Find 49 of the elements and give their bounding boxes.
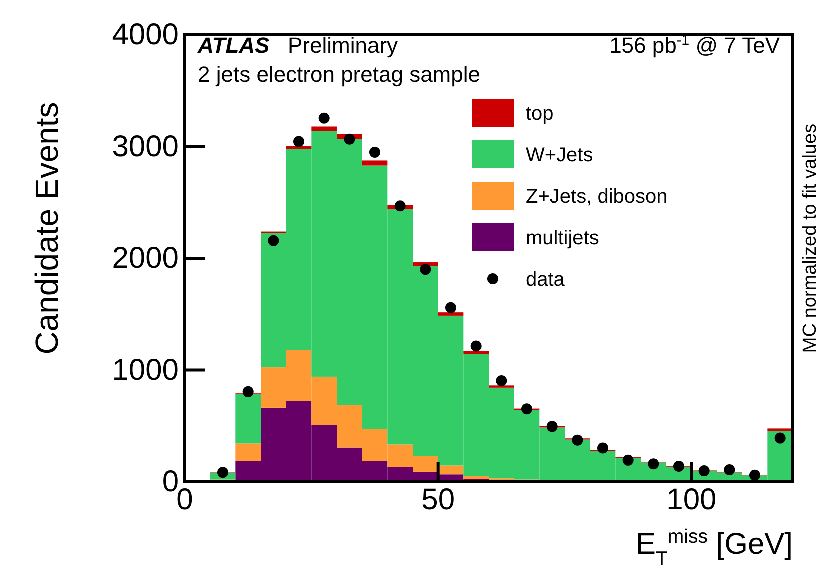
point	[522, 404, 532, 415]
y-axis-title: Candidate Events	[29, 102, 65, 355]
point	[318, 112, 330, 124]
point	[344, 134, 356, 145]
point	[242, 386, 254, 398]
legend-label: multijets	[526, 228, 600, 250]
legend-label: top	[526, 103, 554, 125]
x-axis-title: E$_{T}$$^{miss}$ [GeV]	[636, 526, 793, 570]
annotation: 2 jets electron pretag sample	[198, 62, 480, 87]
bar	[768, 428, 793, 432]
point	[648, 458, 660, 470]
point	[622, 454, 634, 466]
point	[546, 421, 558, 432]
point	[394, 200, 406, 212]
x-tick-label: 100	[666, 483, 717, 516]
bar	[438, 312, 464, 316]
legend-label: Z+Jets, diboson	[526, 186, 668, 208]
point	[774, 432, 786, 444]
y-tick-label: 3000	[112, 130, 179, 164]
point	[446, 302, 456, 314]
annotation: ATLAS	[197, 33, 270, 58]
point	[370, 146, 380, 158]
point	[674, 460, 684, 472]
point	[724, 464, 736, 476]
point	[420, 264, 432, 276]
bar	[464, 351, 489, 354]
point	[294, 136, 304, 148]
y-tick-label: 4000	[112, 18, 179, 52]
bar	[286, 146, 312, 150]
legend-label: W+Jets	[526, 144, 594, 166]
point	[598, 442, 608, 454]
bar	[312, 126, 337, 132]
y-tick-label: 1000	[112, 354, 179, 387]
bar	[438, 466, 464, 475]
bar	[236, 394, 261, 444]
point	[698, 466, 710, 477]
point	[268, 235, 280, 246]
point	[572, 434, 584, 446]
point	[750, 470, 760, 481]
x-tick-label: 50	[422, 483, 456, 516]
bar	[362, 160, 388, 166]
y-tick-label: 2000	[112, 242, 179, 276]
y2-axis-title: MC normalized to fit values	[800, 124, 821, 354]
point	[496, 375, 508, 386]
point	[218, 467, 228, 478]
point	[470, 340, 482, 352]
bar	[236, 444, 261, 462]
legend-label: data	[526, 269, 566, 291]
annotation: Preliminary	[288, 33, 398, 58]
